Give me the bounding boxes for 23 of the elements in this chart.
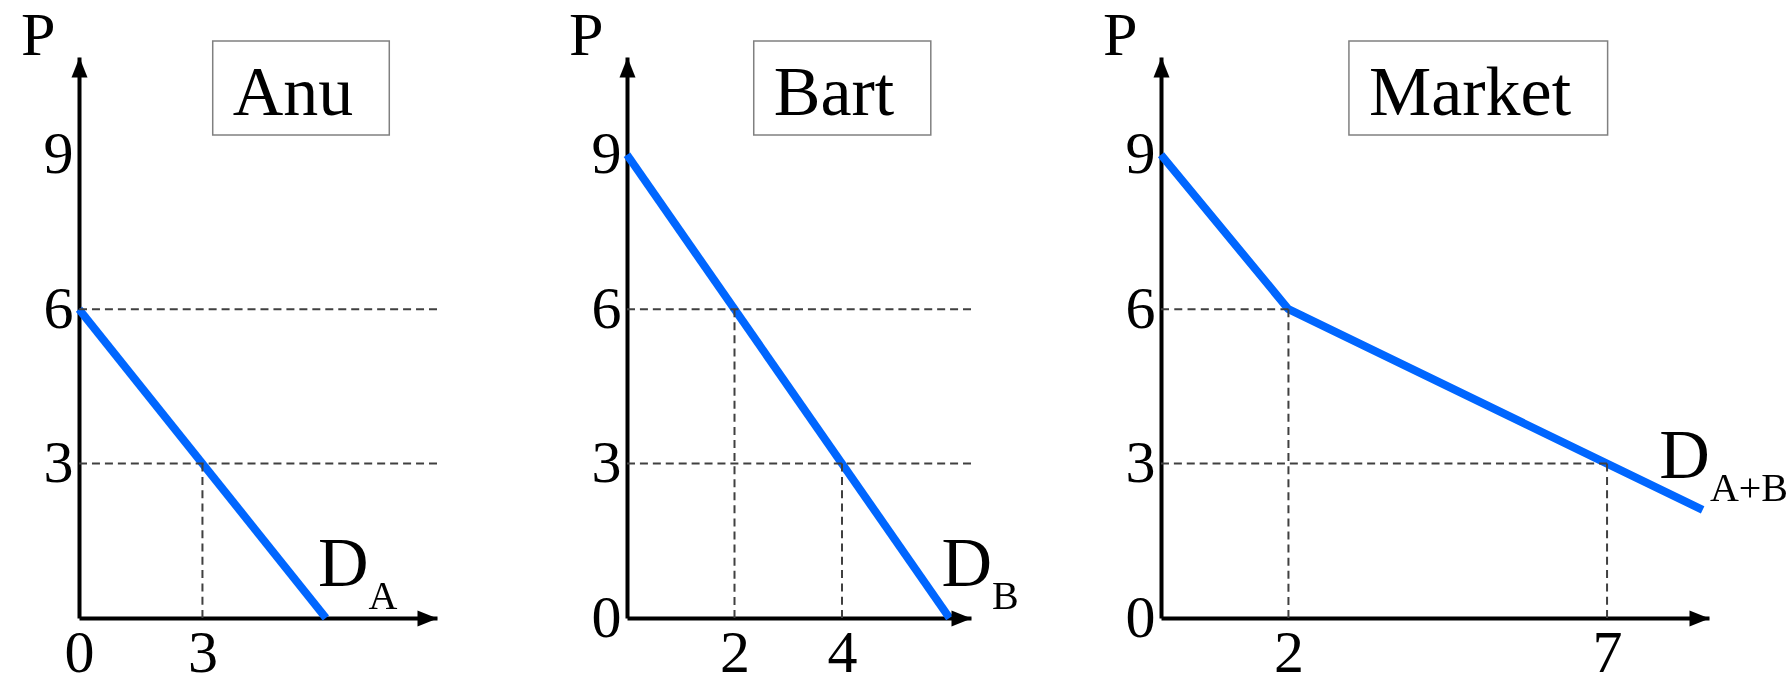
y-axis-title: P — [569, 0, 604, 68]
x-tick-label: 7 — [1592, 618, 1623, 684]
y-tick-label: 6 — [1125, 274, 1156, 341]
x-tick-label: 3 — [187, 618, 218, 684]
y-tick-label: 3 — [1125, 429, 1156, 496]
chart-title: Market — [1368, 53, 1572, 130]
y-tick-label: 9 — [591, 120, 622, 187]
y-axis-title: P — [1103, 0, 1138, 68]
y-axis-title: P — [21, 0, 56, 68]
series-label: D$_{A}$ — [317, 524, 398, 618]
y-tick-label: 3 — [591, 429, 622, 496]
x-tick-label: 4 — [827, 618, 858, 684]
series-label: D$_{B}$ — [941, 524, 1019, 618]
y-tick-label: 3 — [43, 429, 74, 496]
x-tick-label: 2 — [1273, 618, 1304, 684]
x-tick-label: 2 — [720, 618, 750, 684]
chart-title: Anu — [232, 53, 354, 130]
series-label: D$_{A+B}$ — [1659, 415, 1788, 510]
y-tick-label: 9 — [1125, 120, 1156, 187]
y-tick-label: 6 — [43, 274, 74, 341]
y-tick-label: 9 — [43, 120, 74, 187]
chart-title: Bart — [773, 53, 895, 130]
y-tick-label: 6 — [591, 274, 622, 341]
